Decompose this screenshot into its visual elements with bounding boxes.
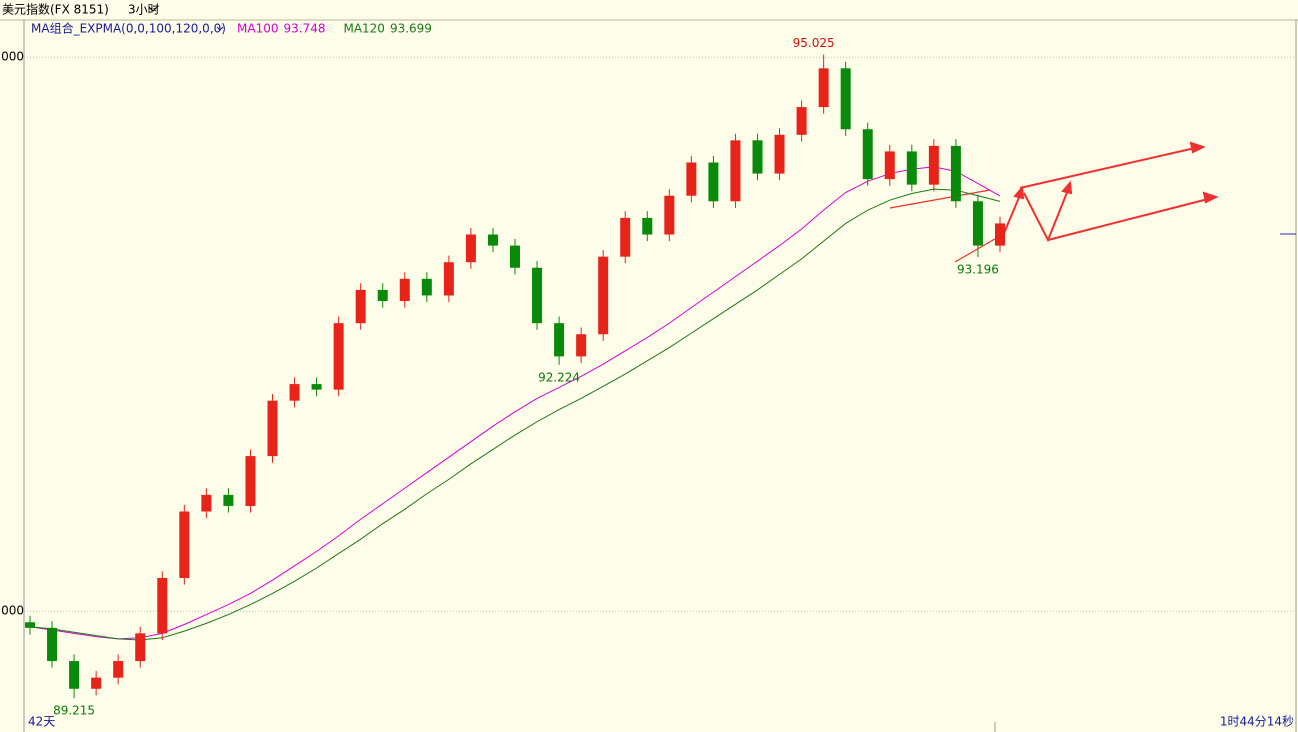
- candle-body: [421, 278, 432, 296]
- candle-body: [686, 162, 697, 196]
- candle-body: [532, 267, 543, 324]
- title-bar: [0, 0, 1298, 20]
- candle-body: [510, 245, 520, 268]
- candle-body: [576, 334, 587, 357]
- candle-body: [928, 145, 939, 185]
- candle-body: [157, 577, 168, 634]
- candle-body: [664, 195, 675, 235]
- candle-body: [245, 456, 256, 506]
- drawn-arrows: [889, 141, 1219, 263]
- trough-label: 89.215: [53, 704, 95, 718]
- candle-body: [465, 234, 476, 263]
- candle-body: [135, 633, 146, 662]
- indicator[interactable]: MA组合_EXPMA(0,0,100,120,0,0): [31, 21, 226, 36]
- candle-body: [377, 289, 388, 301]
- candle-body: [91, 677, 102, 689]
- ma-line: [29, 166, 1001, 640]
- candle-body: [642, 217, 653, 235]
- candle-body: [399, 278, 410, 301]
- chart-title: 美元指数(FX 8151): [2, 2, 109, 17]
- peak-label: 95.025: [793, 36, 835, 50]
- trough-label: 93.196: [957, 263, 999, 277]
- candle-body: [223, 494, 234, 506]
- legend-value: 93.748: [283, 22, 325, 36]
- footer-right: 1时44分14秒: [1220, 715, 1294, 729]
- candle-body: [179, 511, 190, 578]
- candle-body: [201, 494, 212, 512]
- candle-body: [906, 151, 917, 185]
- y-tick-label: 95.000: [0, 50, 24, 64]
- legend-name: MA120: [343, 22, 384, 36]
- candle-body: [818, 68, 829, 108]
- period[interactable]: 3小时: [128, 3, 160, 17]
- candle-body: [620, 217, 631, 257]
- legend-name: MA100: [237, 22, 278, 36]
- candle-body: [708, 162, 719, 202]
- footer-left: 42天: [28, 715, 55, 729]
- candle-body: [267, 400, 278, 457]
- candle-body: [311, 384, 322, 390]
- candle-body: [333, 323, 344, 390]
- ma-line: [29, 188, 1001, 641]
- indicator-dropdown[interactable]: [216, 26, 224, 31]
- candle-body: [995, 223, 1005, 246]
- candle-body: [289, 384, 300, 401]
- candle-body: [950, 145, 961, 202]
- period-dropdown[interactable]: [148, 6, 158, 12]
- candle-body: [554, 323, 565, 357]
- candle-body: [69, 661, 80, 689]
- legend-value: 93.699: [390, 22, 432, 36]
- candle-body: [774, 134, 785, 174]
- candle-body: [730, 140, 741, 202]
- candle-body: [355, 289, 366, 324]
- candle-body: [25, 622, 35, 628]
- candle-body: [113, 661, 124, 678]
- candle-body: [752, 140, 763, 174]
- candle-body: [47, 627, 58, 662]
- candle-body: [487, 234, 498, 246]
- candle-body: [598, 256, 609, 335]
- candle-body: [884, 151, 895, 180]
- trough-label: 92.224: [538, 370, 580, 384]
- candle-body: [862, 129, 873, 180]
- candle-body: [972, 201, 983, 246]
- candle-body: [796, 107, 807, 135]
- candle-body: [443, 262, 454, 296]
- y-tick-label: 90.000: [0, 604, 24, 618]
- candle-body: [840, 68, 851, 130]
